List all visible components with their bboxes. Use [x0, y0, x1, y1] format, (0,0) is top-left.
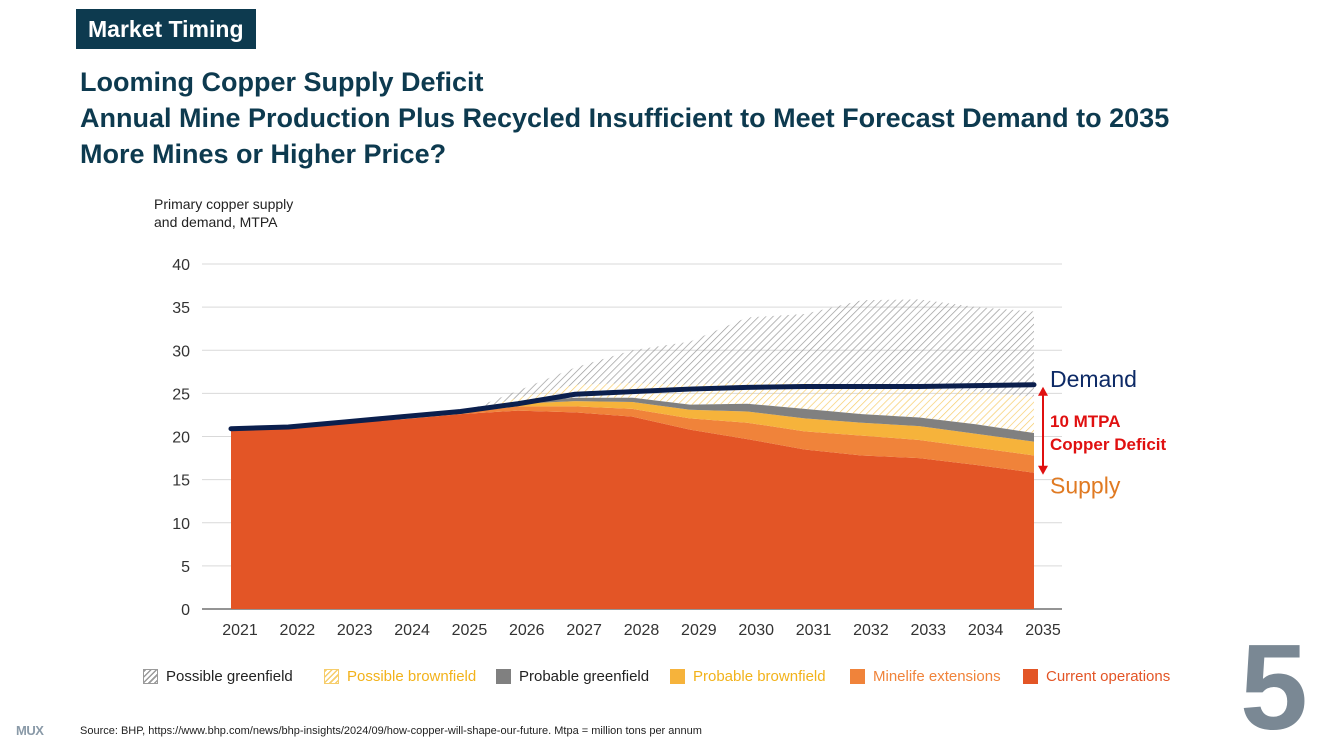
title-line-1: Looming Copper Supply Deficit: [80, 67, 484, 97]
y-tick-label: 35: [172, 300, 190, 317]
area-probable-brownfield: [231, 401, 1034, 456]
x-tick-label: 2027: [566, 622, 602, 639]
x-tick-label: 2031: [796, 622, 832, 639]
deficit-arrow: [1038, 386, 1048, 475]
x-tick-label: 2032: [853, 622, 889, 639]
y-tick-label: 0: [181, 602, 190, 619]
x-tick-label: 2024: [394, 622, 430, 639]
x-tick-label: 2022: [280, 622, 316, 639]
y-tick-label: 30: [172, 343, 190, 360]
x-tick-label: 2028: [624, 622, 660, 639]
legend-item-probable-greenfield: Probable greenfield: [496, 668, 649, 685]
legend-swatch: [850, 669, 865, 684]
x-tick-label: 2034: [968, 622, 1004, 639]
page-title: Looming Copper Supply Deficit Annual Min…: [80, 64, 1169, 172]
y-axis-label-line: and demand, MTPA: [154, 214, 278, 230]
x-tick-label: 2023: [337, 622, 373, 639]
area-current-operations: [231, 410, 1034, 609]
section-tag: Market Timing: [76, 9, 256, 49]
legend-swatch: [324, 669, 339, 684]
x-tick-label: 2030: [738, 622, 774, 639]
legend-item-current-operations: Current operations: [1023, 668, 1170, 685]
legend-swatch: [1023, 669, 1038, 684]
page-number: 5: [1240, 619, 1308, 755]
legend-item-possible-brownfield: Possible brownfield: [324, 668, 476, 685]
x-tick-label: 2029: [681, 622, 717, 639]
legend-label: Current operations: [1046, 668, 1171, 685]
y-tick-label: 15: [172, 473, 190, 490]
y-tick-label: 25: [172, 386, 190, 403]
y-tick-label: 10: [172, 516, 190, 533]
deficit-label-line-1: 10 MTPA: [1050, 412, 1121, 431]
deficit-label-line-2: Copper Deficit: [1050, 435, 1167, 454]
legend-item-minelife-extensions: Minelife extensions: [850, 668, 1001, 685]
area-possible-brownfield: [231, 382, 1034, 434]
title-line-3: More Mines or Higher Price?: [80, 139, 447, 169]
y-tick-label: 20: [172, 430, 190, 447]
x-tick-label: 2025: [452, 622, 488, 639]
area-probable-greenfield: [231, 397, 1034, 442]
legend-swatch: [496, 669, 511, 684]
legend-label: Possible greenfield: [166, 668, 293, 685]
source-note: Source: BHP, https://www.bhp.com/news/bh…: [80, 725, 702, 737]
legend-label: Probable brownfield: [693, 668, 826, 685]
x-tick-label: 2021: [222, 622, 258, 639]
brand-logo: MUX: [16, 723, 44, 738]
legend-label: Probable greenfield: [519, 668, 650, 685]
x-tick-label: 2026: [509, 622, 545, 639]
demand-line: [228, 382, 1037, 432]
legend-label: Possible brownfield: [347, 668, 477, 685]
y-tick-label: 5: [181, 559, 190, 576]
demand-label: Demand: [1050, 366, 1137, 392]
area-possible-greenfield: [231, 299, 1034, 431]
x-tick-label: 2035: [1025, 622, 1061, 639]
y-tick-label: 40: [172, 257, 190, 274]
title-line-2: Annual Mine Production Plus Recycled Ins…: [80, 103, 1170, 133]
legend-swatch: [143, 669, 158, 684]
supply-label: Supply: [1050, 473, 1121, 499]
y-axis-label-line: Primary copper supply: [154, 196, 293, 212]
legend-item-possible-greenfield: Possible greenfield: [143, 668, 293, 685]
area-minelife-extensions: [231, 406, 1034, 473]
legend-item-probable-brownfield: Probable brownfield: [670, 668, 826, 685]
legend-label: Minelife extensions: [873, 668, 1001, 685]
legend-swatch: [670, 669, 685, 684]
x-tick-label: 2033: [910, 622, 946, 639]
